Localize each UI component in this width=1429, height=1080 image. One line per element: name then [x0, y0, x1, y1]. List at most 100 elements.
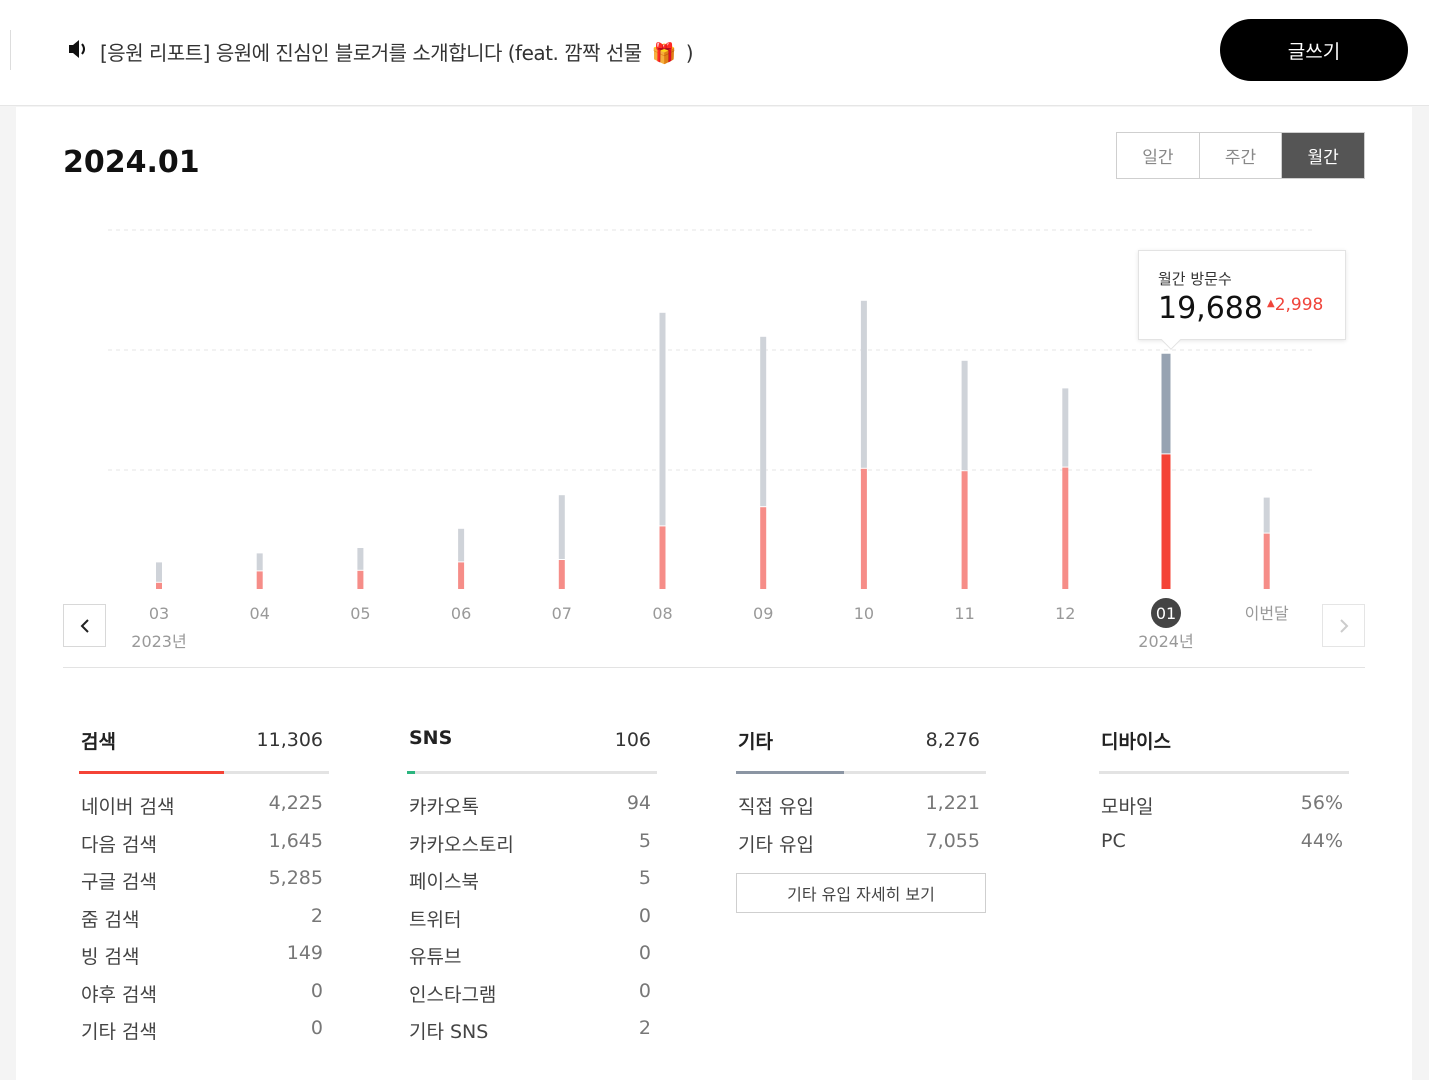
divider [63, 667, 1365, 668]
x-tick-label[interactable]: 03 [149, 604, 169, 623]
bar-segment[interactable] [156, 582, 162, 589]
bar-segment[interactable] [458, 528, 465, 562]
x-tick-label[interactable]: 10 [854, 604, 874, 623]
tooltip-value: 19,688 [1158, 291, 1263, 326]
bar-segment[interactable] [357, 570, 364, 589]
stat-row: 카카오스토리 5 [407, 830, 657, 868]
share-bar-fill [407, 771, 415, 774]
bar-segment[interactable] [458, 562, 465, 589]
stat-value: 94 [626, 792, 651, 814]
bar-segment[interactable] [961, 360, 968, 471]
bar-segment[interactable] [659, 312, 666, 526]
stat-row: 구글 검색 5,285 [79, 867, 329, 905]
top-bar: [응원 리포트] 응원에 진심인 블로거를 소개합니다 (feat. 깜짝 선물… [0, 0, 1429, 106]
stat-value: 2 [638, 1017, 651, 1039]
write-button[interactable]: 글쓰기 [1220, 19, 1408, 81]
share-bar-fill [736, 771, 844, 774]
stat-row: PC 44% [1099, 830, 1349, 868]
stat-value: 7,055 [925, 829, 980, 852]
stat-label: 트위터 [409, 908, 462, 931]
column-header: SNS 106 [407, 725, 657, 771]
search-stats: 검색 11,306 네이버 검색 4,225 다음 검색 1,645 구글 검색 5,285 줌… [79, 725, 329, 1055]
column-title: 기타 [738, 731, 773, 753]
stat-value: 1,645 [268, 829, 323, 852]
stat-label: 모바일 [1101, 796, 1154, 818]
stat-value: 0 [638, 979, 651, 1002]
stat-row: 기타 SNS 2 [407, 1017, 657, 1055]
stat-row: 빙 검색 149 [79, 942, 329, 980]
bar-segment[interactable] [1161, 353, 1171, 454]
next-period-button[interactable] [1322, 604, 1365, 647]
tab-2[interactable]: 월간 [1281, 133, 1365, 178]
bar-segment[interactable] [1263, 533, 1270, 589]
stat-label: 페이스북 [409, 871, 479, 893]
stat-label: 인스타그램 [409, 983, 497, 1006]
notice-text-end: ) [685, 40, 694, 65]
share-bar-fill [79, 771, 224, 774]
bar-segment[interactable] [1161, 454, 1171, 589]
bar-segment[interactable] [1062, 388, 1069, 467]
stat-label: 카카오톡 [409, 796, 479, 818]
x-tick-label[interactable]: 11 [954, 604, 974, 623]
x-tick-label[interactable]: 12 [1055, 604, 1075, 623]
bar-segment[interactable] [357, 548, 364, 570]
stat-label: 네이버 검색 [81, 796, 175, 818]
stat-value: 0 [310, 979, 323, 1002]
x-tick-label[interactable]: 05 [350, 604, 370, 623]
stat-value: 1,221 [925, 792, 980, 814]
stat-row: 줌 검색 2 [79, 905, 329, 943]
bar-segment[interactable] [156, 562, 162, 582]
chart-tooltip: 월간 방문수 19,688 ▲2,998 [1138, 250, 1346, 350]
notice-banner[interactable]: [응원 리포트] 응원에 진심인 블로거를 소개합니다 (feat. 깜짝 선물… [66, 36, 694, 66]
x-tick-label[interactable]: 이번달 [1245, 604, 1289, 623]
bar-segment[interactable] [760, 507, 767, 589]
etc-stats: 기타 8,276 직접 유입 1,221 기타 유입 7,055 기타 유입 자세히 보기 [736, 725, 986, 913]
x-tick-label[interactable]: 01 [1156, 604, 1176, 623]
tab-0[interactable]: 일간 [1117, 133, 1199, 178]
bar-segment[interactable] [659, 526, 666, 589]
share-bar [736, 771, 986, 774]
period-tabs: 일간 주간 월간 [1116, 132, 1365, 179]
column-total: 11,306 [256, 729, 323, 751]
share-bar [79, 771, 329, 774]
x-tick-label[interactable]: 04 [250, 604, 270, 623]
bar-segment[interactable] [256, 553, 263, 571]
share-bar [407, 771, 657, 774]
bar-segment[interactable] [860, 468, 867, 589]
tab-1[interactable]: 주간 [1198, 133, 1282, 178]
bar-segment[interactable] [1062, 467, 1069, 589]
bar-segment[interactable] [1263, 497, 1270, 533]
x-tick-label[interactable]: 07 [552, 604, 572, 623]
column-total: 106 [614, 729, 651, 751]
divider [10, 30, 11, 70]
bar-segment[interactable] [860, 300, 867, 468]
x-tick-label[interactable]: 08 [652, 604, 672, 623]
more-referrer-button[interactable]: 기타 유입 자세히 보기 [736, 873, 986, 913]
chevron-left-icon [80, 618, 89, 633]
bar-segment[interactable] [256, 571, 263, 589]
stat-label: PC [1101, 829, 1126, 852]
bar-segment[interactable] [961, 471, 968, 589]
stat-value: 56% [1300, 792, 1343, 814]
stat-label: 카카오스토리 [409, 833, 514, 856]
stat-value: 5 [638, 867, 651, 889]
stat-label: 다음 검색 [81, 833, 157, 856]
stat-value: 0 [638, 904, 651, 927]
x-tick-label[interactable]: 06 [451, 604, 471, 623]
prev-period-button[interactable] [63, 604, 106, 647]
stat-value: 0 [310, 1017, 323, 1039]
tooltip-delta-value: 2,998 [1274, 295, 1324, 315]
column-header: 검색 11,306 [79, 725, 329, 771]
bar-segment[interactable] [760, 336, 767, 507]
stat-label: 빙 검색 [81, 946, 140, 968]
bar-segment[interactable] [558, 495, 565, 559]
share-bar [1099, 771, 1349, 774]
bar-segment[interactable] [558, 560, 565, 589]
stat-label: 구글 검색 [81, 871, 157, 893]
gift-icon: 🎁 [651, 40, 677, 65]
column-header: 디바이스 [1099, 725, 1349, 771]
x-tick-label[interactable]: 09 [753, 604, 773, 623]
column-total: 8,276 [925, 729, 980, 751]
stat-value: 5 [638, 829, 651, 852]
up-arrow-icon: ▲ [1267, 298, 1275, 309]
